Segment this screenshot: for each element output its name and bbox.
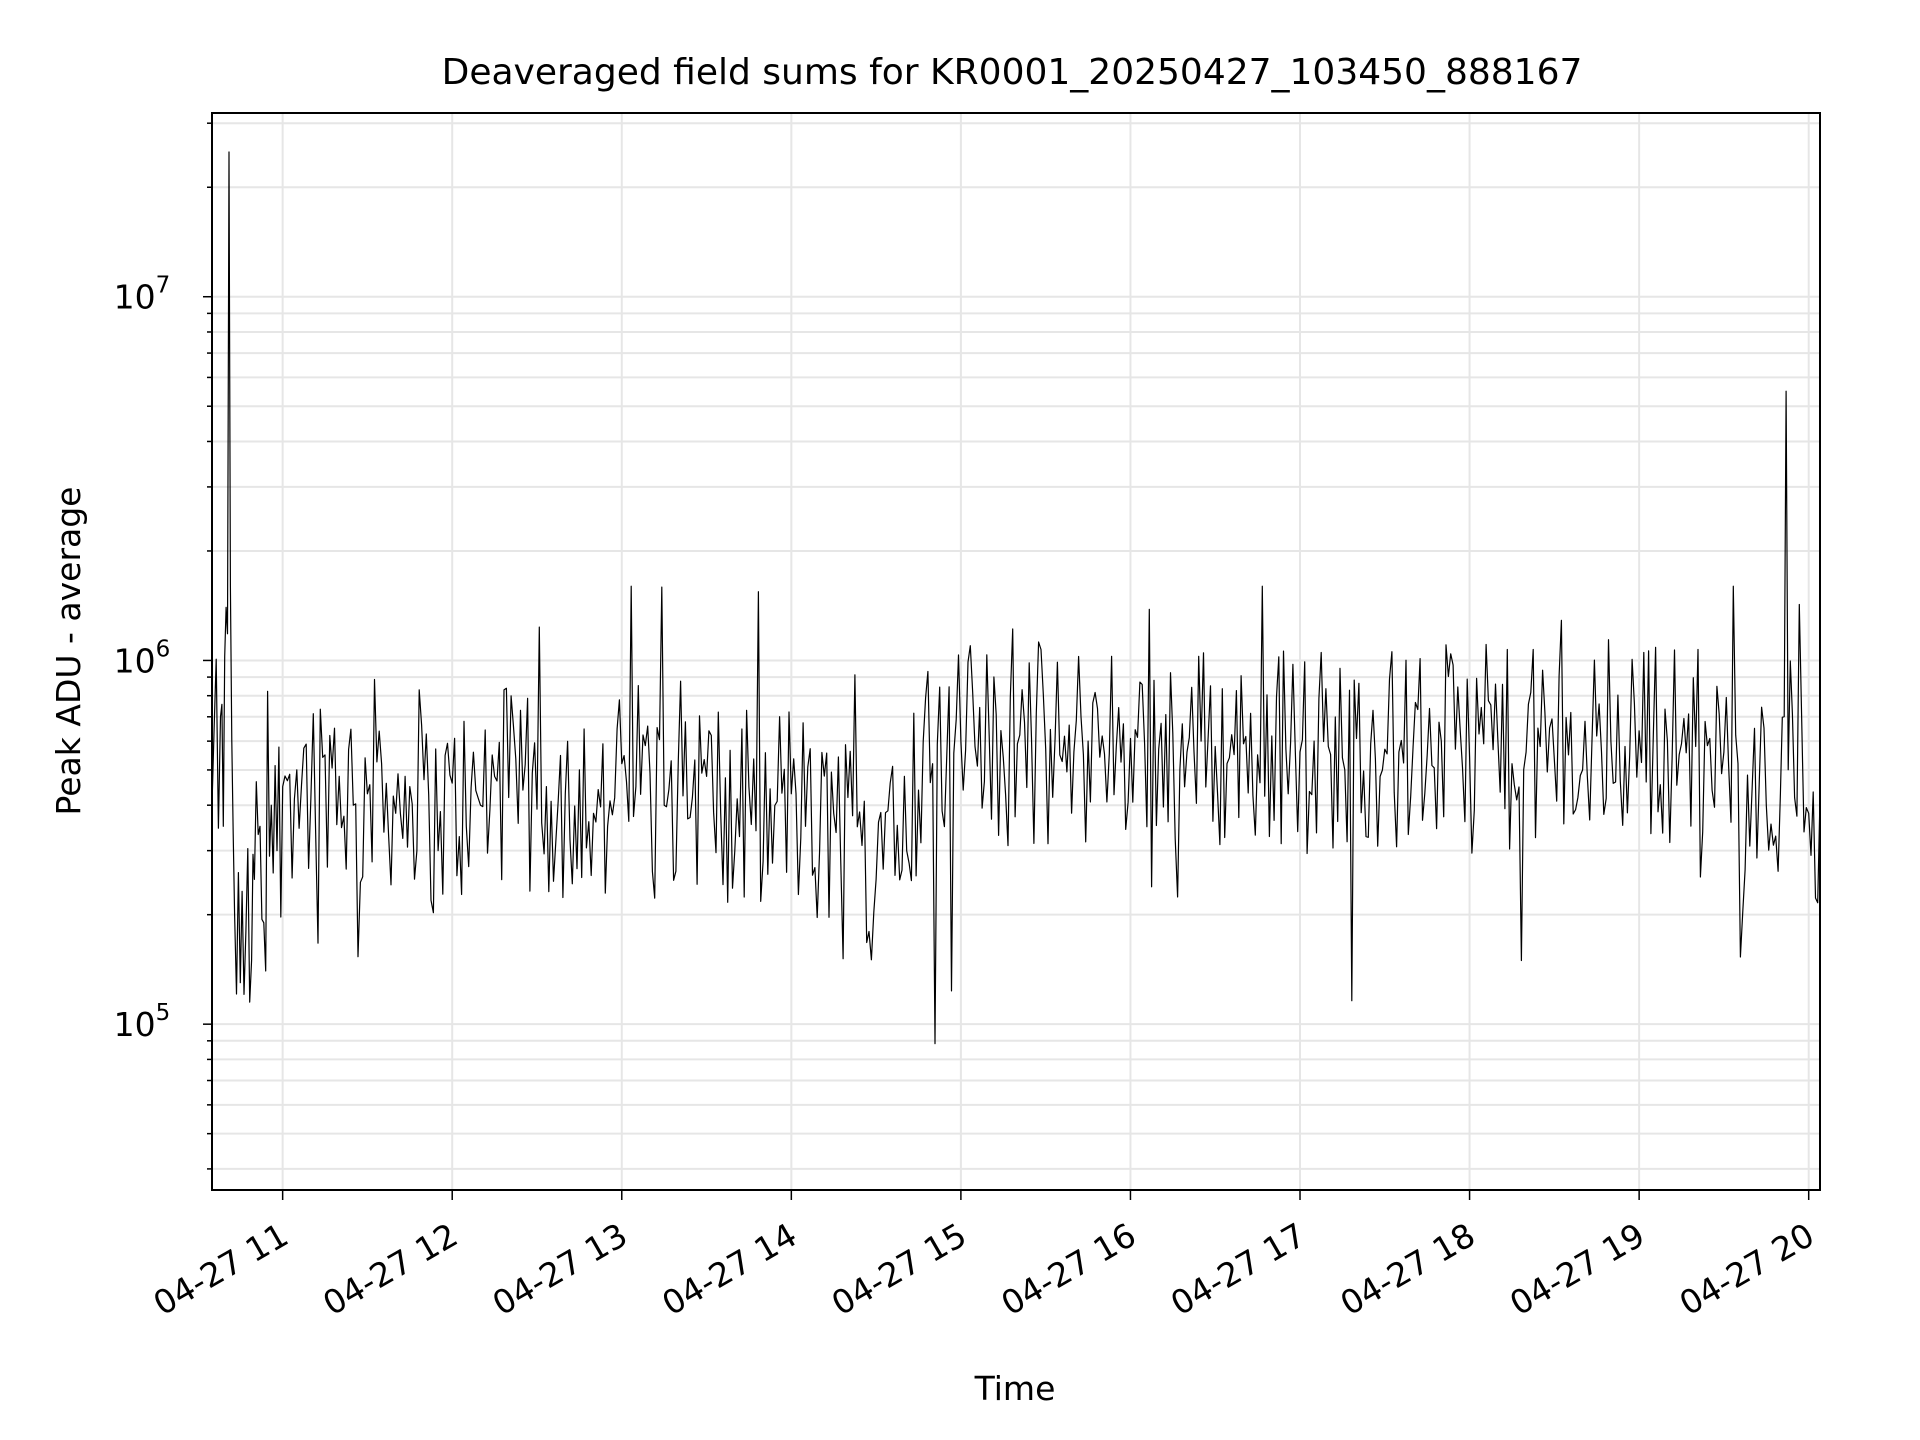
y-tick-label: 106 [114, 636, 171, 680]
y-tick-label: 105 [114, 1000, 171, 1044]
y-tick-label: 107 [114, 273, 171, 317]
y-axis-ticks: 105 106 107 [114, 122, 212, 1170]
data-series-line [211, 151, 1821, 1045]
y-axis-label: Peak ADU - average [49, 487, 88, 816]
x-axis-label: Time [974, 1369, 1056, 1408]
plot-area [211, 151, 1821, 1045]
chart-title: Deaveraged field sums for KR0001_2025042… [442, 52, 1583, 93]
axes-frame [211, 112, 1821, 1191]
